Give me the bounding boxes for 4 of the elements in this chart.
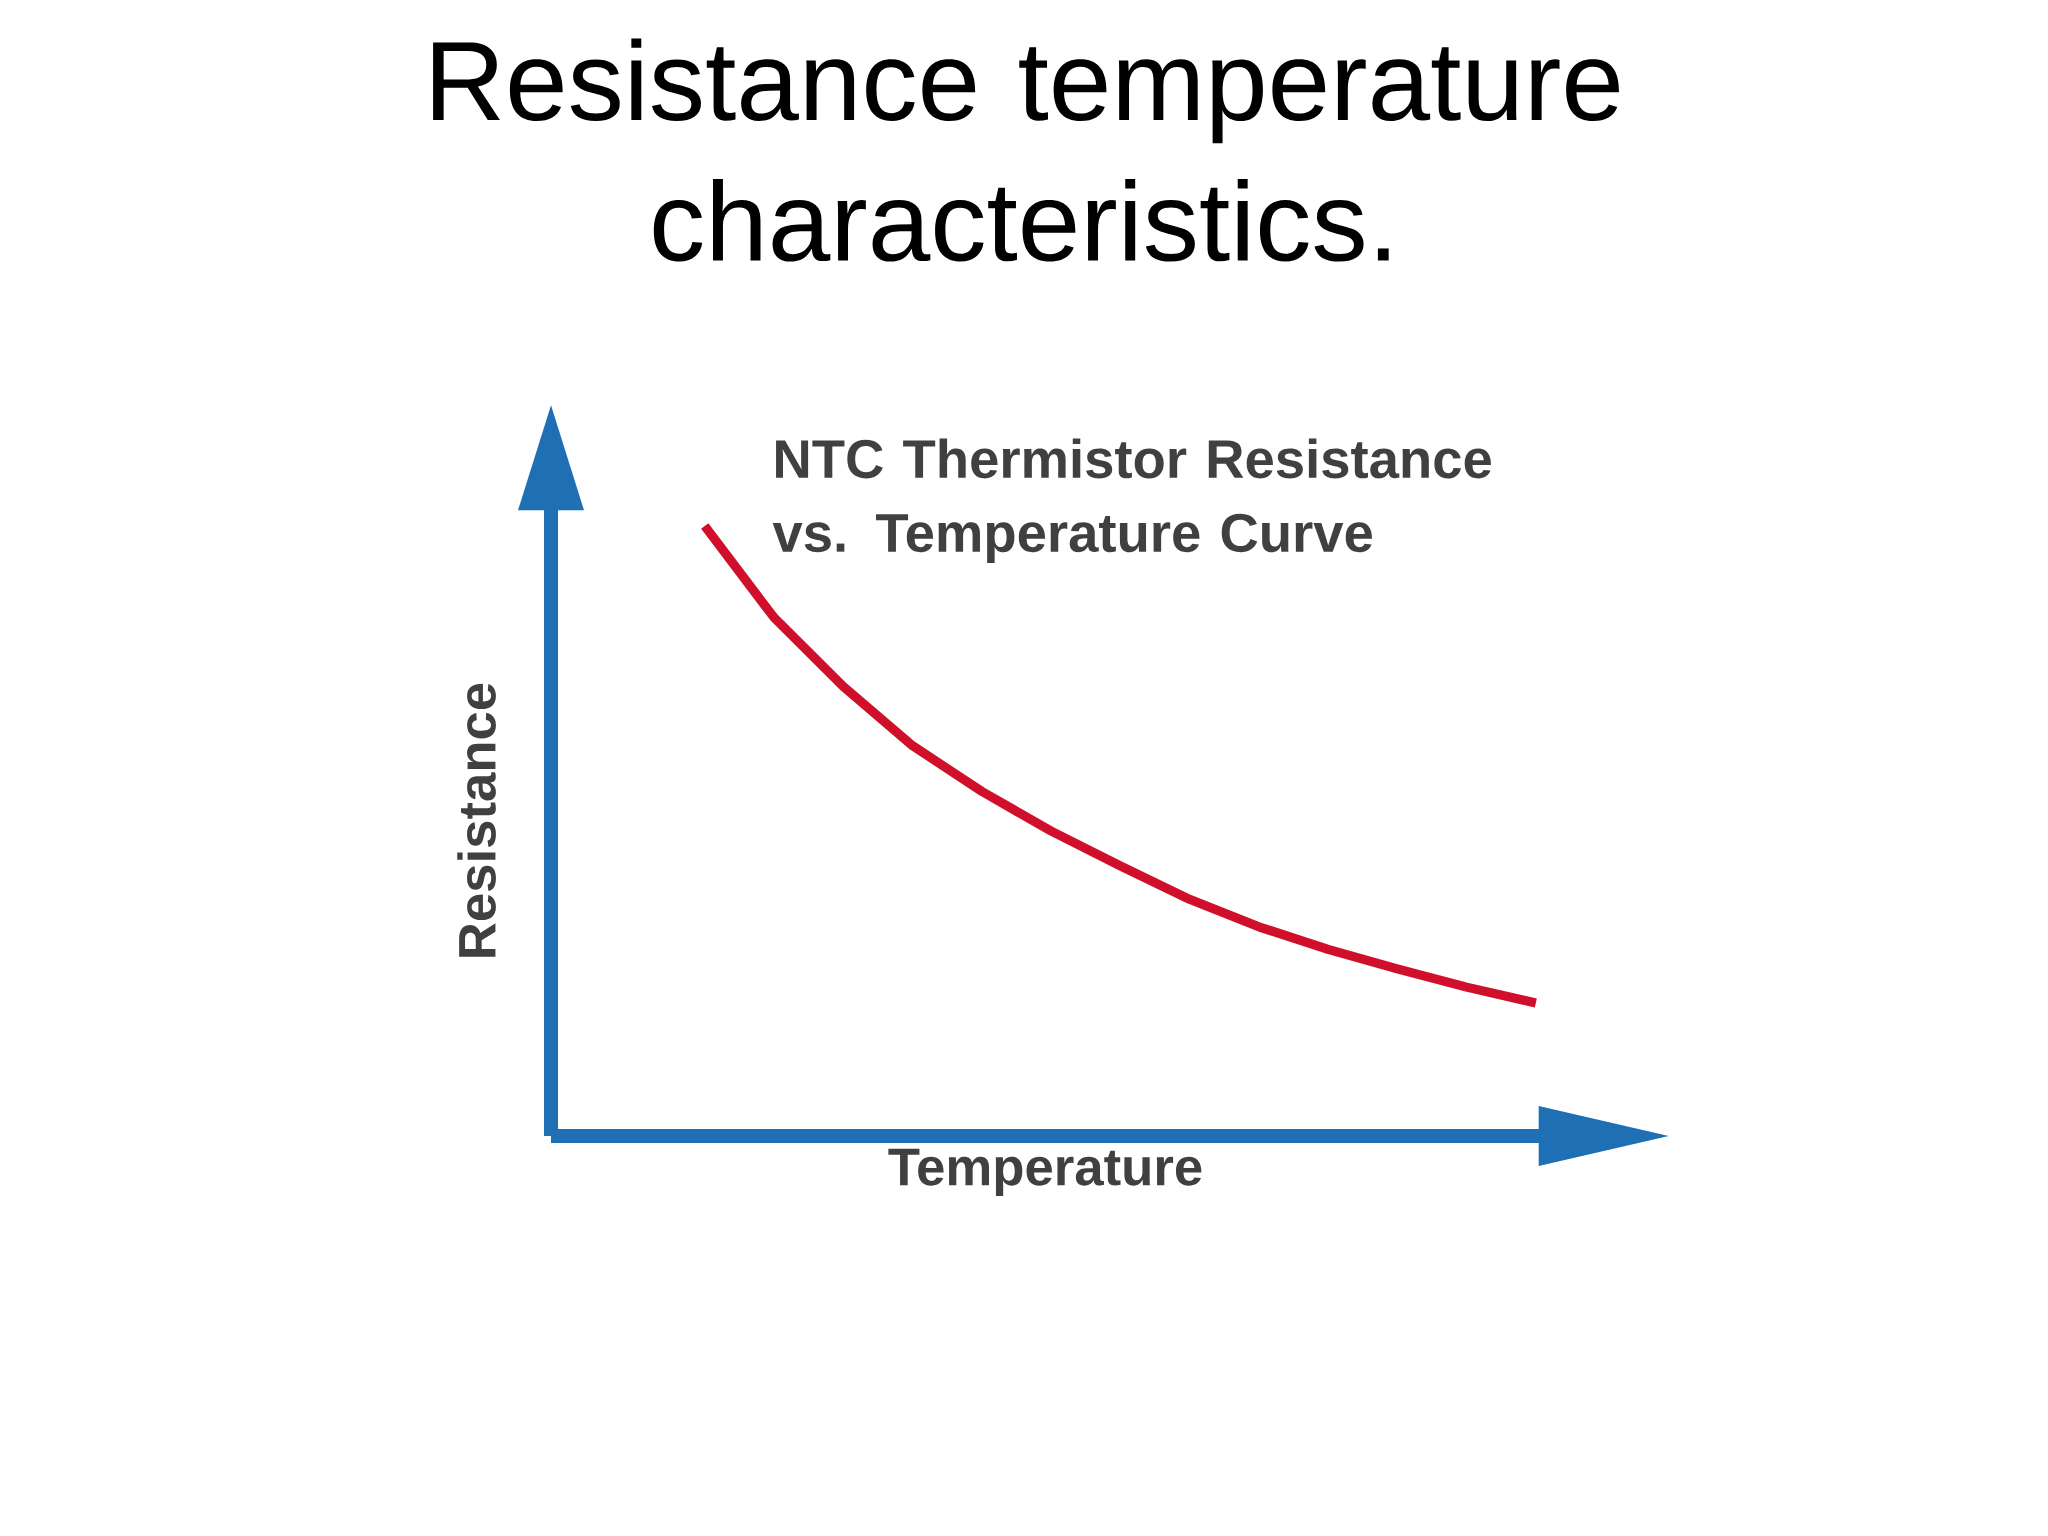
chart-title: Resistance temperature characteristics. xyxy=(433,38,1619,262)
y-axis-title: Resistance xyxy=(457,683,496,957)
x-axis-title: Temperature xyxy=(888,1148,1202,1197)
annotation: NTC Thermistor Resistance vs. Temperature Curve xyxy=(772,438,1491,563)
